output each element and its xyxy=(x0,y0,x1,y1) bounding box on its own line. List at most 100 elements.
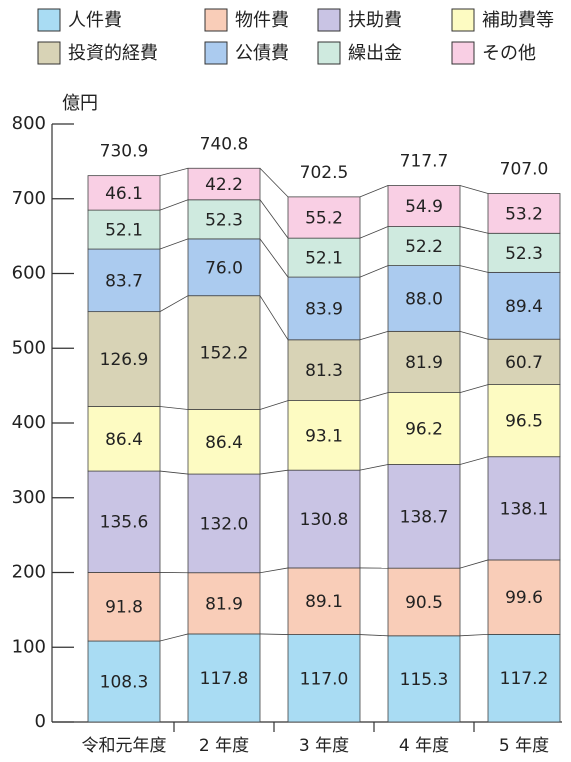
connector xyxy=(260,200,288,238)
connector xyxy=(460,457,488,465)
legend-swatch xyxy=(38,9,60,31)
connector xyxy=(460,385,488,393)
connector xyxy=(460,560,488,568)
connector xyxy=(360,266,388,278)
connector xyxy=(460,634,488,635)
total-label: 717.7 xyxy=(400,152,449,172)
data-label: 53.2 xyxy=(505,204,543,224)
data-label: 52.1 xyxy=(105,221,143,241)
data-label: 89.4 xyxy=(505,297,543,317)
connector xyxy=(160,634,188,641)
connector xyxy=(360,331,388,339)
x-tick-label: 令和元年度 xyxy=(82,736,167,756)
y-tick-label: 800 xyxy=(12,113,46,134)
legend-label: 扶助費 xyxy=(348,10,402,31)
y-tick-label: 300 xyxy=(12,487,46,508)
data-label: 90.5 xyxy=(405,593,443,613)
legend-swatch xyxy=(452,9,474,31)
x-tick-label: 2 年度 xyxy=(199,736,249,756)
data-label: 52.2 xyxy=(405,237,443,257)
data-label: 126.9 xyxy=(100,350,149,370)
data-label: 76.0 xyxy=(205,258,243,278)
legend-swatch xyxy=(452,42,474,64)
total-label: 740.8 xyxy=(200,134,249,154)
connector xyxy=(460,266,488,273)
data-label: 52.1 xyxy=(305,249,343,269)
connector xyxy=(360,635,388,636)
data-label: 96.2 xyxy=(405,420,443,440)
data-label: 138.1 xyxy=(500,499,549,519)
y-tick-label: 400 xyxy=(12,412,46,433)
connector xyxy=(260,470,288,474)
legend-swatch xyxy=(318,9,340,31)
connector xyxy=(260,296,288,340)
data-label: 81.3 xyxy=(305,361,343,381)
connector xyxy=(160,406,188,409)
data-label: 60.7 xyxy=(505,353,543,373)
x-tick-label: 4 年度 xyxy=(399,736,449,756)
y-tick-label: 0 xyxy=(35,711,46,732)
data-label: 46.1 xyxy=(105,184,143,204)
data-label: 93.1 xyxy=(305,426,343,446)
y-tick-label: 700 xyxy=(12,188,46,209)
legend-swatch xyxy=(38,42,60,64)
connector xyxy=(160,471,188,474)
connector xyxy=(260,168,288,197)
data-label: 86.4 xyxy=(105,430,143,450)
data-label: 96.5 xyxy=(505,412,543,432)
data-label: 83.7 xyxy=(105,271,143,291)
y-tick-label: 200 xyxy=(12,562,46,583)
data-label: 138.7 xyxy=(400,507,449,527)
connector xyxy=(360,186,388,197)
legend-label: 物件費 xyxy=(235,10,289,31)
data-label: 89.1 xyxy=(305,592,343,612)
connector xyxy=(260,634,288,635)
data-label: 88.0 xyxy=(405,289,443,309)
x-tick-label: 3 年度 xyxy=(299,736,349,756)
data-label: 52.3 xyxy=(205,210,243,230)
data-label: 81.9 xyxy=(405,353,443,373)
connector xyxy=(260,401,288,410)
y-axis-label: 億円 xyxy=(62,93,98,114)
data-label: 117.2 xyxy=(500,669,549,689)
data-label: 81.9 xyxy=(205,594,243,614)
connector xyxy=(460,227,488,234)
total-label: 707.0 xyxy=(500,160,549,180)
y-tick-label: 100 xyxy=(12,636,46,657)
data-label: 117.0 xyxy=(300,669,349,689)
connector xyxy=(160,239,188,249)
data-label: 108.3 xyxy=(100,673,149,693)
data-label: 135.6 xyxy=(100,513,149,533)
connector xyxy=(360,227,388,239)
legend-label: 公債費 xyxy=(235,43,289,64)
connector xyxy=(360,464,388,470)
legend-swatch xyxy=(205,42,227,64)
total-label: 702.5 xyxy=(300,163,349,183)
legend-swatch xyxy=(318,42,340,64)
legend-label: 人件費 xyxy=(68,10,122,31)
y-tick-label: 500 xyxy=(12,337,46,358)
data-label: 42.2 xyxy=(205,175,243,195)
data-label: 91.8 xyxy=(105,598,143,618)
data-label: 55.2 xyxy=(305,209,343,229)
data-label: 117.8 xyxy=(200,669,249,689)
legend-label: 補助費等 xyxy=(482,10,554,31)
data-label: 132.0 xyxy=(200,514,249,534)
data-label: 52.3 xyxy=(505,244,543,264)
data-label: 130.8 xyxy=(300,510,349,530)
data-label: 86.4 xyxy=(205,433,243,453)
legend-label: 投資的経費 xyxy=(68,43,158,64)
connector xyxy=(160,296,188,312)
legend-label: その他 xyxy=(482,43,536,64)
connector xyxy=(260,568,288,573)
data-label: 152.2 xyxy=(200,344,249,364)
connector xyxy=(260,239,288,277)
connector xyxy=(360,393,388,401)
connector xyxy=(460,186,488,194)
y-tick-label: 600 xyxy=(12,263,46,284)
legend-label: 繰出金 xyxy=(348,43,402,64)
connector xyxy=(160,168,188,175)
total-label: 730.9 xyxy=(100,142,149,162)
legend-swatch xyxy=(205,9,227,31)
